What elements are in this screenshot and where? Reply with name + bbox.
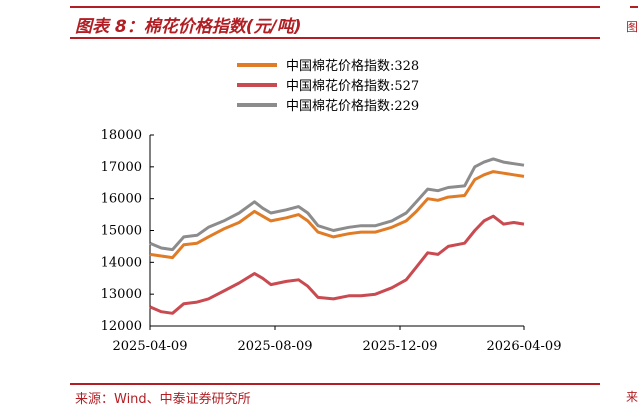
x-tick-label: 2025-08-09 [238, 339, 313, 354]
legend-label-1: 中国棉花价格指数:328 [286, 58, 419, 74]
series-line-3 [149, 157, 525, 252]
y-tick-label: 18000 [101, 128, 142, 143]
y-tick-label: 17000 [101, 160, 142, 175]
x-tick-label: 2026-04-09 [487, 339, 562, 354]
legend: 中国棉花价格指数:328 中国棉花价格指数:527 中国棉花价格指数:229 [237, 58, 419, 114]
title-bottom-rule [70, 37, 600, 39]
series-line-1 [149, 170, 525, 260]
y-tick-label: 14000 [101, 255, 142, 270]
source-note: 来源：Wind、中泰证券研究所 [75, 392, 251, 407]
title-top-rule [70, 6, 600, 8]
series-lines [149, 157, 525, 315]
figure-title: 图表 8：棉花价格指数(元/吨) [75, 17, 302, 37]
y-tick-label: 13000 [101, 287, 142, 302]
x-tick-label: 2025-04-09 [113, 339, 188, 354]
y-tick-label: 12000 [101, 319, 142, 334]
y-tick-label: 15000 [101, 224, 142, 239]
axes: 12000 13000 14000 15000 16000 17000 18000 2025-… [101, 128, 562, 354]
side-fragment-source: 来 [625, 390, 638, 404]
legend-label-3: 中国棉花价格指数:229 [286, 98, 419, 114]
y-tick-label: 16000 [101, 192, 142, 207]
side-fragment-title: 图 [625, 20, 638, 34]
source-rule [70, 383, 600, 385]
legend-label-2: 中国棉花价格指数:527 [286, 78, 419, 94]
series-line-2 [149, 214, 525, 315]
side-fragment-rule-top [630, 6, 638, 8]
x-tick-label: 2025-12-09 [363, 339, 438, 354]
